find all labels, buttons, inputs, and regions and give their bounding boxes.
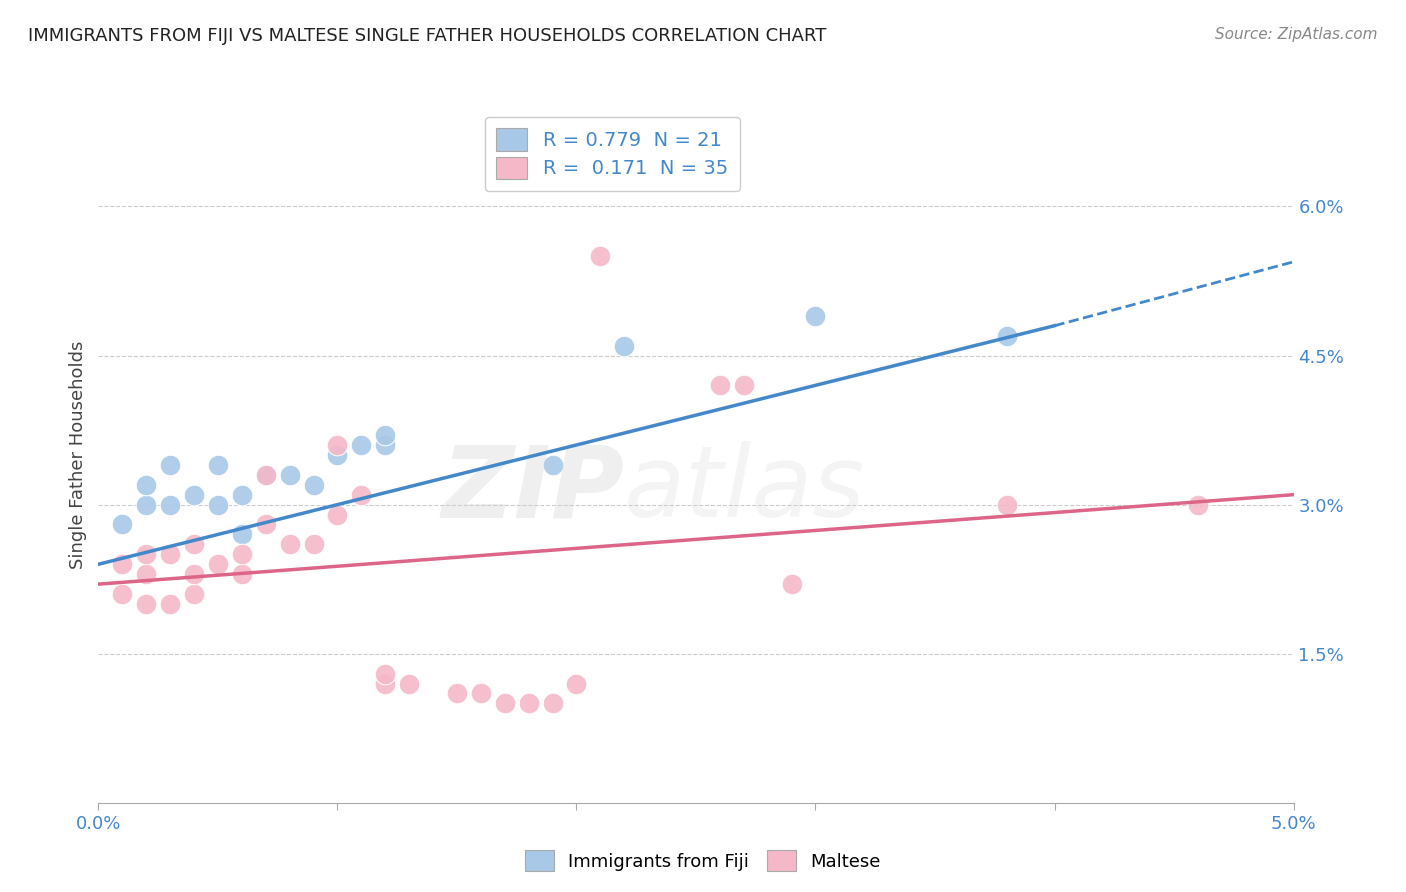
Point [1187,498,1209,512]
Point [398,676,420,690]
Point [374,438,396,452]
Point [470,686,492,700]
Point [183,537,205,551]
Point [254,517,277,532]
Point [350,438,373,452]
Point [804,309,827,323]
Point [733,378,755,392]
Text: atlas: atlas [624,442,866,538]
Point [183,567,205,582]
Point [231,567,253,582]
Point [135,567,157,582]
Point [541,458,564,472]
Point [613,338,636,352]
Point [254,467,277,482]
Point [278,467,301,482]
Point [709,378,731,392]
Legend: Immigrants from Fiji, Maltese: Immigrants from Fiji, Maltese [517,843,889,879]
Point [374,676,396,690]
Point [207,458,229,472]
Point [207,558,229,572]
Point [326,448,349,462]
Point [565,676,588,690]
Y-axis label: Single Father Households: Single Father Households [69,341,87,569]
Point [111,517,134,532]
Point [517,697,540,711]
Point [183,488,205,502]
Point [302,477,325,491]
Point [135,547,157,561]
Point [254,467,277,482]
Point [111,587,134,601]
Point [374,666,396,681]
Point [278,537,301,551]
Point [159,458,181,472]
Point [350,488,373,502]
Point [541,697,564,711]
Point [589,249,612,263]
Text: Source: ZipAtlas.com: Source: ZipAtlas.com [1215,27,1378,42]
Legend: R = 0.779  N = 21, R =  0.171  N = 35: R = 0.779 N = 21, R = 0.171 N = 35 [485,117,740,191]
Point [135,498,157,512]
Point [326,508,349,522]
Point [159,498,181,512]
Point [207,498,229,512]
Point [446,686,468,700]
Point [135,597,157,611]
Point [780,577,803,591]
Point [159,547,181,561]
Text: IMMIGRANTS FROM FIJI VS MALTESE SINGLE FATHER HOUSEHOLDS CORRELATION CHART: IMMIGRANTS FROM FIJI VS MALTESE SINGLE F… [28,27,827,45]
Point [135,477,157,491]
Point [995,498,1018,512]
Point [374,428,396,442]
Point [159,597,181,611]
Point [326,438,349,452]
Point [995,328,1018,343]
Point [231,488,253,502]
Point [231,527,253,541]
Point [494,697,516,711]
Point [111,558,134,572]
Point [231,547,253,561]
Point [183,587,205,601]
Point [302,537,325,551]
Text: ZIP: ZIP [441,442,624,538]
